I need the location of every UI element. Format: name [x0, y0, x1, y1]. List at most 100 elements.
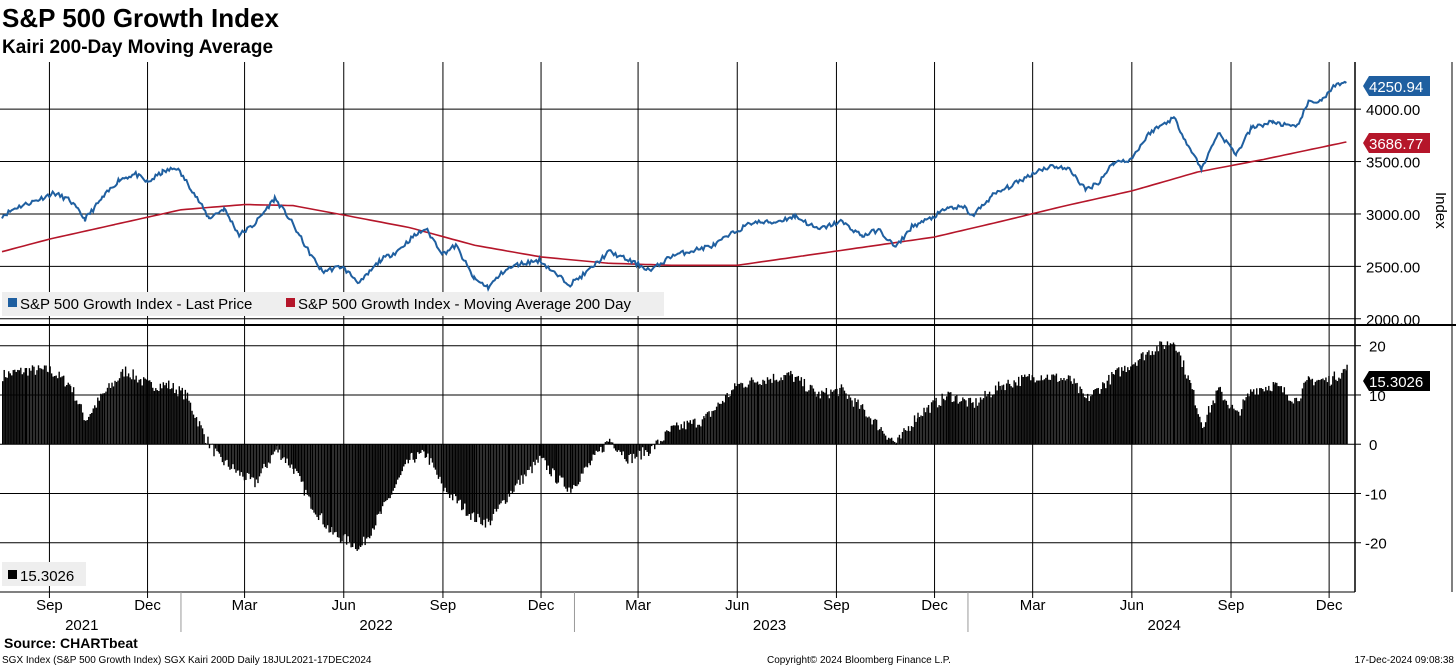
- kairi-bar: [61, 376, 63, 445]
- kairi-bar: [1221, 391, 1223, 445]
- kairi-bar: [255, 444, 258, 480]
- kairi-bar: [831, 391, 834, 445]
- kairi-bar: [450, 444, 452, 495]
- kairi-bar: [200, 425, 202, 445]
- kairi-bar: [397, 444, 399, 480]
- kairi-bar: [21, 374, 24, 445]
- y-tick-label: 4000.00: [1366, 102, 1420, 119]
- copyright: Copyright© 2024 Bloomberg Finance L.P.: [767, 655, 951, 666]
- kairi-bar: [680, 424, 682, 445]
- kairi-bar: [1121, 367, 1123, 445]
- kairi-bar: [766, 377, 769, 445]
- kairi-bar: [818, 391, 820, 445]
- kairi-bar: [1106, 380, 1109, 445]
- kairi-bar: [1090, 396, 1092, 445]
- series-last-price-line: [1, 80, 1347, 293]
- kairi-bar: [772, 373, 775, 445]
- kairi-bar: [973, 407, 976, 445]
- kairi-tag-value: 15.3026: [1369, 374, 1423, 391]
- kairi-bar: [71, 392, 73, 445]
- kairi-bar: [711, 411, 713, 445]
- kairi-bar: [1070, 381, 1072, 445]
- kairi-bar: [969, 397, 972, 445]
- kairi-bar: [898, 434, 901, 445]
- kairi-bar: [1165, 345, 1167, 445]
- kairi-bar: [1064, 380, 1067, 445]
- kairi-bar: [130, 379, 133, 445]
- kairi-bar: [517, 444, 520, 480]
- kairi-bar: [667, 431, 670, 445]
- kairi-bar: [689, 420, 691, 445]
- kairi-bar: [1034, 382, 1036, 445]
- kairi-bar: [214, 444, 217, 449]
- kairi-bar: [592, 444, 594, 455]
- kairi-bar: [862, 408, 864, 445]
- kairi-bar: [1228, 408, 1231, 445]
- kairi-bar: [1134, 362, 1137, 445]
- ticker-info: SGX Index (S&P 500 Growth Index) SGX Kai…: [2, 655, 372, 666]
- kairi-bar: [133, 379, 136, 445]
- kairi-bar: [264, 444, 267, 467]
- kairi-bar: [638, 444, 641, 451]
- kairi-bar: [817, 393, 819, 445]
- kairi-bar: [625, 444, 627, 462]
- kairi-bar: [757, 384, 760, 445]
- kairi-bar: [14, 369, 16, 445]
- kairi-bar: [1046, 374, 1049, 445]
- kairi-bar: [248, 444, 250, 474]
- kairi-bar: [674, 425, 676, 445]
- kairi-bar: [12, 370, 14, 445]
- kairi-bar: [1103, 383, 1105, 445]
- kairi-bar: [927, 404, 930, 445]
- kairi-bar: [373, 444, 375, 530]
- legend-label-last-price: S&P 500 Growth Index - Last Price: [20, 296, 252, 313]
- kairi-bar: [1323, 380, 1326, 445]
- kairi-bar: [731, 390, 733, 445]
- kairi-bar: [910, 426, 913, 445]
- kairi-bar: [474, 444, 476, 522]
- kairi-bar: [425, 444, 428, 458]
- kairi-bar: [407, 444, 409, 464]
- kairi-bar: [267, 444, 270, 463]
- kairi-bar: [1040, 375, 1043, 445]
- kairi-bar: [500, 444, 502, 504]
- x-month-label: Jun: [332, 597, 356, 614]
- kairi-bar: [834, 389, 837, 445]
- kairi-bar: [698, 424, 701, 445]
- kairi-bar: [85, 420, 87, 445]
- kairi-bar: [507, 444, 510, 494]
- kairi-bar: [150, 382, 152, 445]
- kairi-bar: [372, 444, 374, 529]
- kairi-bar: [1172, 342, 1175, 445]
- kairi-bar: [1105, 388, 1107, 445]
- kairi-bar: [1102, 382, 1104, 445]
- kairi-bar: [386, 444, 388, 501]
- kairi-bar: [930, 402, 933, 445]
- kairi-bar: [1162, 344, 1164, 445]
- kairi-bar: [635, 444, 638, 457]
- kairi-bar: [233, 444, 236, 470]
- kairi-bar: [409, 444, 411, 454]
- kairi-bar: [375, 444, 377, 526]
- kairi-bar: [1254, 395, 1256, 445]
- kairi-bar: [1156, 346, 1158, 445]
- kairi-bar: [632, 444, 635, 454]
- kairi-bar: [993, 394, 995, 445]
- kairi-bar: [611, 442, 614, 445]
- kairi-bar: [976, 405, 979, 445]
- kairi-bar: [865, 416, 867, 445]
- kairi-bar: [28, 368, 31, 445]
- kairi-bar: [447, 444, 449, 495]
- kairi-bar: [755, 382, 757, 445]
- kairi-bar: [1175, 350, 1177, 445]
- kairi-bar: [762, 379, 764, 445]
- kairi-bar: [603, 444, 605, 452]
- kairi-bar: [488, 444, 490, 521]
- kairi-bar: [613, 444, 615, 449]
- kairi-bar: [218, 444, 221, 454]
- y-tick-label: 2500.00: [1366, 259, 1420, 276]
- x-year-label: 2024: [1147, 617, 1180, 634]
- kairi-bar: [915, 421, 917, 445]
- kairi-bar: [557, 444, 560, 483]
- kairi-bar: [24, 368, 27, 445]
